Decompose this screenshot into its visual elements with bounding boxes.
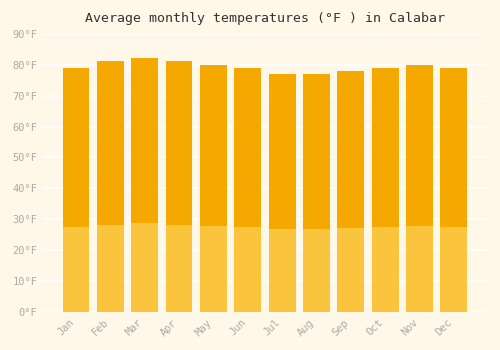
Bar [62, 68, 90, 312]
Bar [234, 227, 261, 312]
Bar [234, 68, 261, 312]
Bar [338, 228, 364, 312]
Bar [132, 58, 158, 312]
Bar [303, 74, 330, 312]
Bar [440, 227, 468, 312]
Bar [166, 62, 192, 312]
Bar [372, 68, 398, 312]
Title: Average monthly temperatures (°F ) in Calabar: Average monthly temperatures (°F ) in Ca… [85, 13, 445, 26]
Bar [200, 226, 227, 312]
Bar [440, 68, 468, 312]
Bar [406, 65, 433, 312]
Bar [97, 224, 124, 312]
Bar [372, 227, 398, 312]
Bar [62, 227, 90, 312]
Bar [406, 226, 433, 312]
Bar [132, 223, 158, 312]
Bar [97, 62, 124, 312]
Bar [166, 224, 192, 312]
Bar [200, 65, 227, 312]
Bar [268, 74, 295, 312]
Bar [268, 229, 295, 312]
Bar [338, 71, 364, 312]
Bar [303, 229, 330, 312]
